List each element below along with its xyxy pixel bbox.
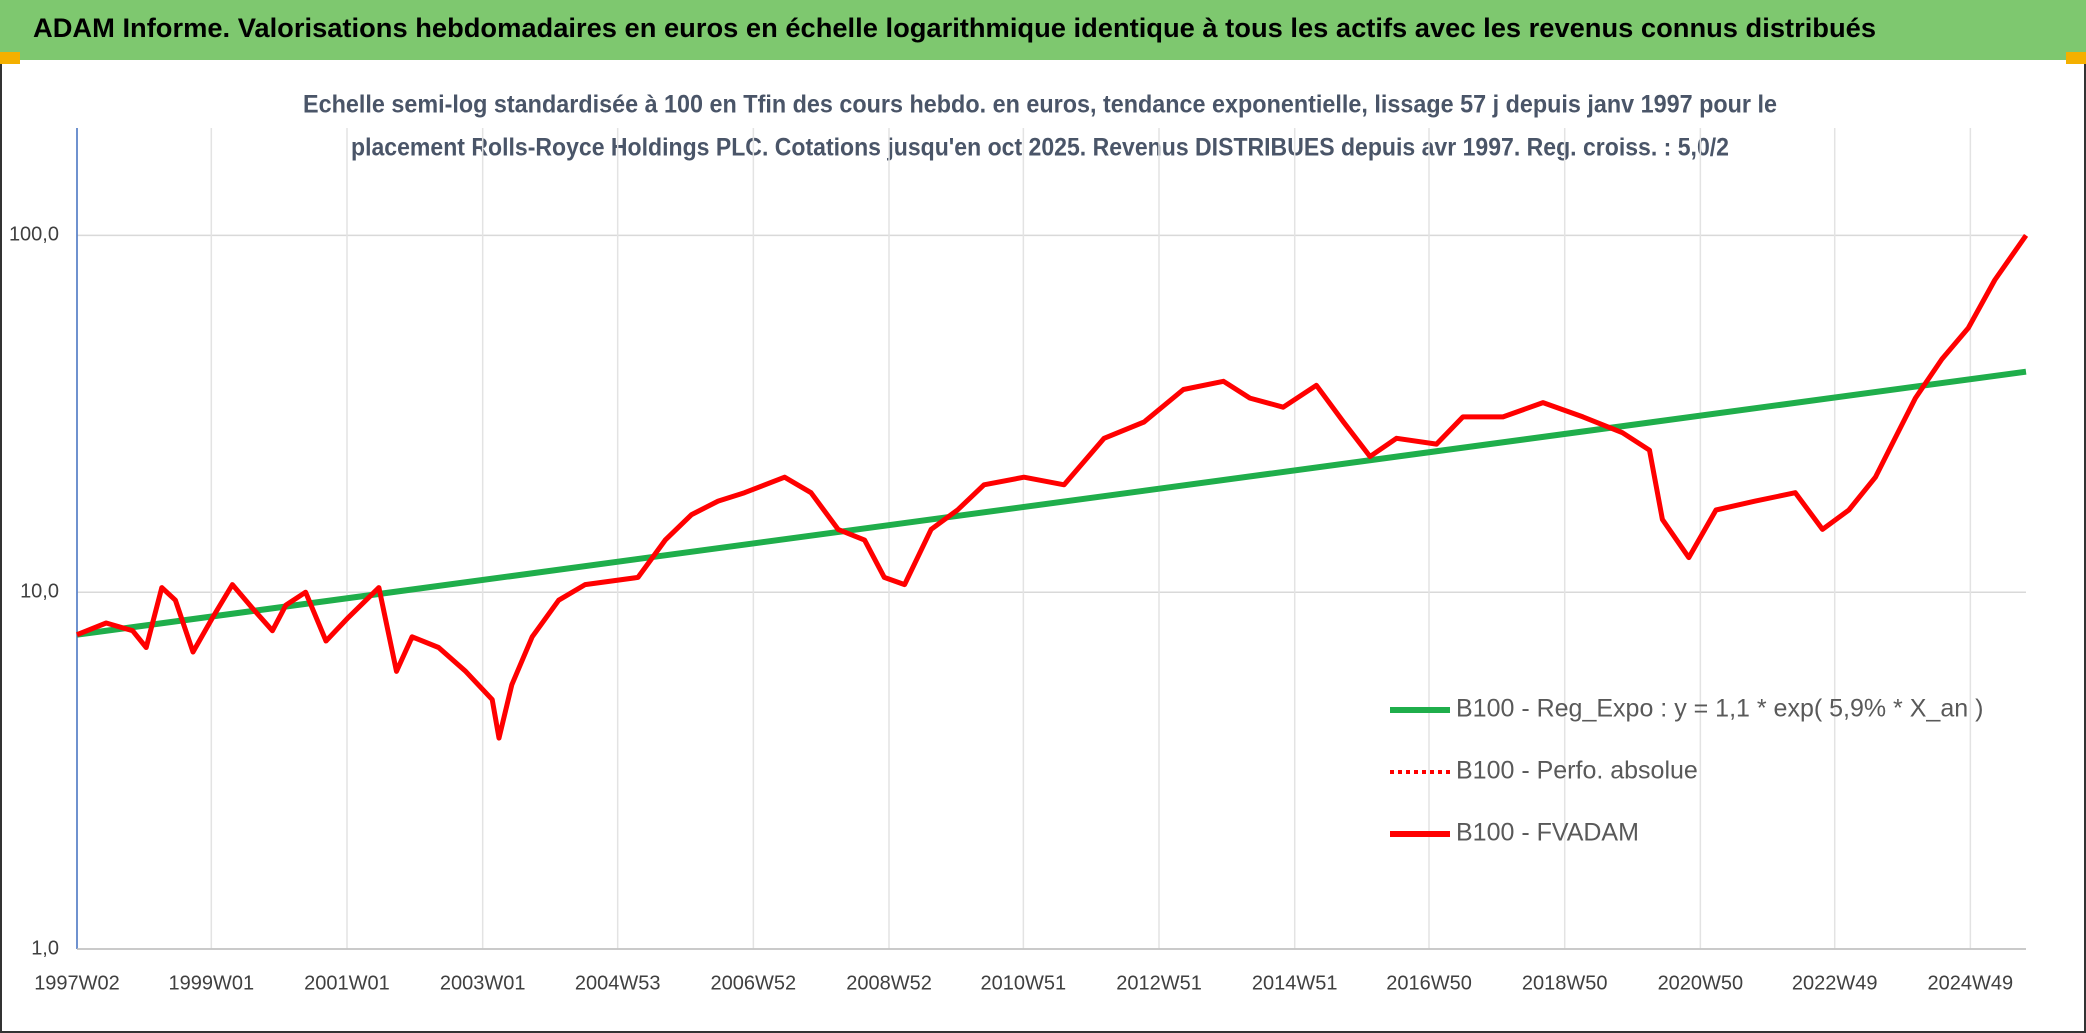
series-line xyxy=(76,233,2029,741)
legend-label: B100 - Perfo. absolue xyxy=(1456,757,1698,785)
series-line xyxy=(76,368,2027,638)
chart-subtitle: placement Rolls-Royce Holdings PLC. Cota… xyxy=(351,134,1729,162)
x-tick-label: 2003W01 xyxy=(440,972,526,994)
x-tick-label: 2004W53 xyxy=(575,972,661,994)
x-tick-label: 2014W51 xyxy=(1252,972,1338,994)
x-tick-label: 2016W50 xyxy=(1386,972,1472,994)
x-tick-label: 2018W50 xyxy=(1522,972,1608,994)
x-tick-label: 2024W49 xyxy=(1928,972,2014,994)
x-tick-label: 2001W01 xyxy=(304,972,390,994)
y-tick-label: 100,0 xyxy=(9,224,59,246)
chart-subtitle: Echelle semi-log standardisée à 100 en T… xyxy=(303,91,1777,119)
x-tick-label: 2006W52 xyxy=(711,972,797,994)
header-bar xyxy=(0,0,2086,60)
x-tick-label: 1999W01 xyxy=(169,972,255,994)
y-tick-label: 10,0 xyxy=(20,580,59,602)
x-tick-label: 2012W51 xyxy=(1116,972,1202,994)
y-tick-label: 1,0 xyxy=(31,937,59,959)
x-tick-label: 2008W52 xyxy=(846,972,932,994)
legend-label: B100 - FVADAM xyxy=(1456,819,1639,847)
x-tick-label: 1997W02 xyxy=(34,972,120,994)
page-title: ADAM Informe. Valorisations hebdomadaire… xyxy=(33,13,1876,43)
corner-mark xyxy=(0,52,20,64)
legend-label: B100 - Reg_Expo : y = 1,1 * exp( 5,9% * … xyxy=(1456,695,1983,723)
x-tick-label: 2010W51 xyxy=(981,972,1067,994)
x-tick-label: 2020W50 xyxy=(1658,972,1744,994)
corner-mark xyxy=(2066,52,2086,64)
x-tick-label: 2022W49 xyxy=(1792,972,1878,994)
